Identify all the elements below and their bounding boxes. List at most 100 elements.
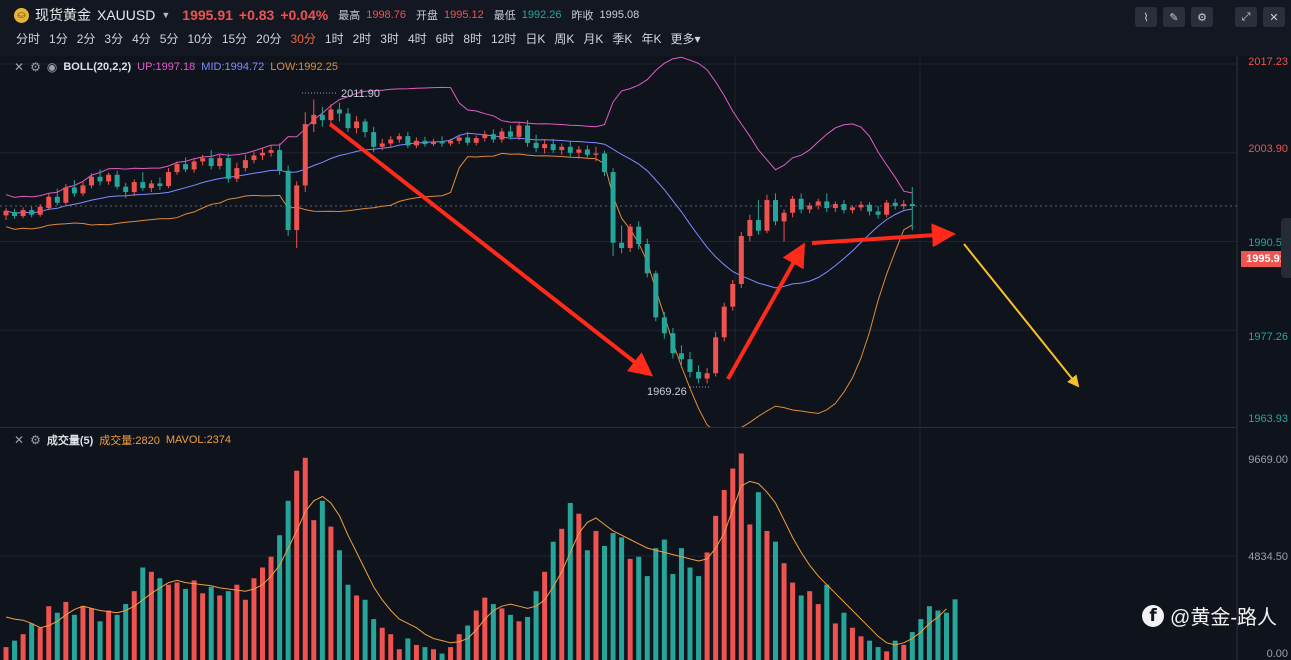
candle-body: [260, 152, 265, 156]
watermark-text: @黄金-路人: [1170, 607, 1277, 629]
volume-bar: [781, 563, 787, 660]
fullscreen-icon[interactable]: ⤢: [1235, 7, 1257, 27]
candle-body: [559, 146, 565, 151]
candle-body: [285, 170, 291, 231]
timeframe-7[interactable]: 15分: [221, 32, 248, 46]
indicator-icon[interactable]: ⌇: [1135, 7, 1157, 27]
candle-body: [29, 210, 35, 215]
side-panel-handle[interactable]: [1281, 218, 1291, 278]
volume-bar: [371, 619, 377, 660]
candle-body: [875, 211, 881, 215]
candlestick-chart[interactable]: [0, 56, 1291, 435]
boll-lower-line: [5, 152, 913, 435]
close-indicator-icon[interactable]: ✕: [14, 60, 25, 74]
candle-body: [80, 185, 86, 194]
candle-body: [755, 220, 761, 231]
visibility-icon[interactable]: ◉: [46, 60, 58, 74]
volume-bar: [798, 595, 804, 660]
chevron-down-icon[interactable]: ▼: [161, 10, 171, 20]
quote-bar: ⛀ 现货黄金 XAUUSD ▼ 1995.91 +0.83 +0.04% 最高 …: [14, 5, 639, 25]
candle-body: [901, 204, 907, 207]
price-pane[interactable]: ✕ ⚙ ◉ BOLL(20,2,2) UP:1997.18 MID:1994.7…: [0, 56, 1291, 435]
volume-chart[interactable]: [0, 428, 1291, 660]
candle-body: [251, 155, 257, 161]
candle-body: [54, 196, 60, 203]
volume-bar: [12, 640, 18, 660]
candle-body: [106, 174, 112, 182]
timeframe-5[interactable]: 5分: [159, 32, 179, 46]
volume-bar: [944, 612, 949, 660]
volume-bar: [892, 640, 898, 660]
volume-bar: [533, 591, 539, 660]
timeframe-3[interactable]: 3分: [104, 32, 124, 46]
candle-body: [89, 176, 94, 186]
pane-divider[interactable]: [0, 427, 1237, 428]
volume-bar: [704, 552, 710, 660]
timeframe-11[interactable]: 2时: [352, 32, 372, 46]
timeframe-17[interactable]: 日K: [525, 32, 546, 46]
candle-body: [379, 143, 385, 147]
candle-body: [3, 210, 9, 216]
settings-icon[interactable]: ⚙: [1191, 7, 1213, 27]
volume-bar: [54, 612, 60, 660]
volume-pane[interactable]: ✕ ⚙ 成交量(5) 成交量:2820 MAVOL:2374 9669.00 4…: [0, 428, 1291, 660]
timeframe-1[interactable]: 1分: [49, 32, 68, 46]
timeframe-21[interactable]: 年K: [641, 32, 662, 46]
candle-body: [396, 136, 402, 140]
volume-bar: [849, 627, 855, 660]
volume-bar: [456, 634, 462, 660]
candle-body: [456, 137, 462, 141]
timeframe-10[interactable]: 1时: [324, 32, 344, 46]
volume-bar: [422, 647, 428, 660]
timeframe-13[interactable]: 4时: [407, 32, 427, 46]
volume-bar: [114, 614, 120, 660]
volume-bar: [174, 582, 180, 660]
candle-body: [516, 125, 522, 137]
volume-bar: [302, 457, 308, 660]
candle-body: [550, 144, 556, 151]
symbol-code[interactable]: XAUUSD: [97, 7, 156, 23]
candle-body: [191, 161, 197, 170]
timeframe-6[interactable]: 10分: [187, 32, 213, 46]
timeframe-16[interactable]: 12时: [491, 32, 517, 46]
timeframe-22[interactable]: 更多▾: [670, 32, 701, 46]
candle-body: [371, 132, 377, 147]
settings-indicator-icon[interactable]: ⚙: [30, 433, 41, 447]
candle-body: [670, 333, 676, 354]
candle-body: [781, 212, 787, 222]
timeframe-14[interactable]: 6时: [435, 32, 455, 46]
volume-bar: [277, 535, 283, 660]
timeframe-4[interactable]: 4分: [132, 32, 151, 46]
timeframe-2[interactable]: 2分: [76, 32, 96, 46]
timeframe-20[interactable]: 季K: [612, 32, 633, 46]
volume-bar: [431, 649, 436, 660]
volume-bar: [97, 621, 103, 660]
timeframe-18[interactable]: 周K: [554, 32, 575, 46]
settings-indicator-icon[interactable]: ⚙: [30, 60, 41, 74]
draw-icon[interactable]: ✎: [1163, 7, 1185, 27]
candle-body: [704, 373, 710, 379]
candle-body: [473, 138, 479, 143]
candle-body: [764, 200, 770, 231]
volume-bar: [525, 616, 531, 660]
candle-body: [696, 371, 702, 379]
timeframe-19[interactable]: 月K: [583, 32, 604, 46]
symbol-name[interactable]: 现货黄金: [35, 7, 91, 23]
volume-bar: [713, 515, 719, 660]
candle-body: [636, 226, 642, 245]
timeframe-0[interactable]: 分时: [16, 32, 41, 46]
volume-bar: [627, 558, 633, 660]
timeframe-9[interactable]: 30分: [290, 32, 316, 46]
timeframe-15[interactable]: 8时: [463, 32, 483, 46]
volume-bar: [661, 539, 667, 660]
candle-body: [12, 212, 18, 217]
candle-body: [644, 244, 650, 274]
candle-body: [832, 204, 838, 209]
candle-body: [157, 183, 163, 187]
close-indicator-icon[interactable]: ✕: [14, 433, 25, 447]
candle-body: [738, 236, 744, 284]
timeframe-12[interactable]: 3时: [380, 32, 399, 46]
volume-bar: [773, 541, 778, 660]
timeframe-8[interactable]: 20分: [256, 32, 282, 46]
close-icon[interactable]: ✕: [1263, 7, 1285, 27]
